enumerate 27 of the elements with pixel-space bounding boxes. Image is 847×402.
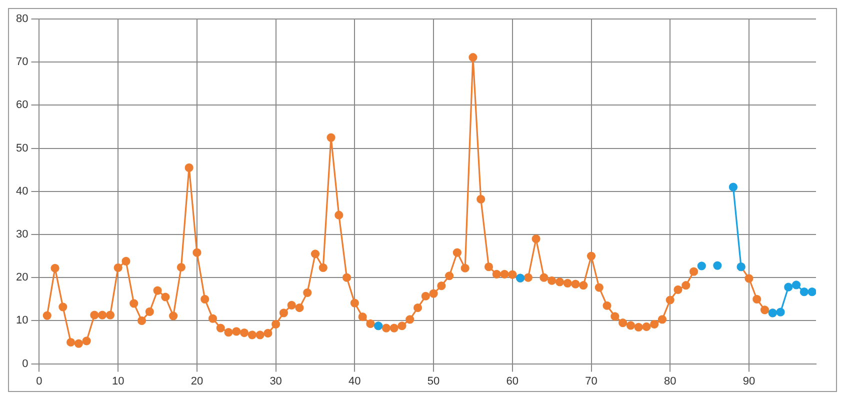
y-tick-label: 30 — [16, 228, 28, 241]
y-tick-label: 20 — [16, 272, 28, 284]
y-tick-label: 0 — [22, 358, 28, 370]
y-tick-label: 60 — [16, 99, 28, 112]
x-tick-label: 80 — [664, 375, 676, 388]
point — [792, 280, 801, 290]
x-tick-label: 0 — [36, 375, 42, 388]
point — [808, 288, 816, 296]
point — [728, 182, 738, 192]
x-tick-label: 60 — [506, 375, 519, 388]
point — [697, 262, 706, 270]
x-tick-label: 70 — [585, 375, 598, 388]
y-tick-label: 80 — [16, 13, 28, 26]
x-tick-label: 50 — [427, 375, 440, 388]
y-tick-label: 10 — [16, 314, 28, 327]
y-tick-label: 40 — [16, 185, 28, 198]
x-tick-label: 30 — [270, 375, 282, 388]
x-tick-label: 20 — [190, 375, 204, 388]
y-tick-label: 70 — [16, 56, 28, 68]
x-tick-label: 10 — [112, 375, 124, 388]
point — [713, 261, 722, 270]
point — [800, 288, 808, 296]
point — [784, 282, 793, 292]
y-tick-label: 50 — [16, 142, 28, 154]
x-tick-label: 40 — [348, 375, 361, 388]
point — [776, 308, 785, 316]
x-tick-label: 90 — [742, 375, 756, 388]
